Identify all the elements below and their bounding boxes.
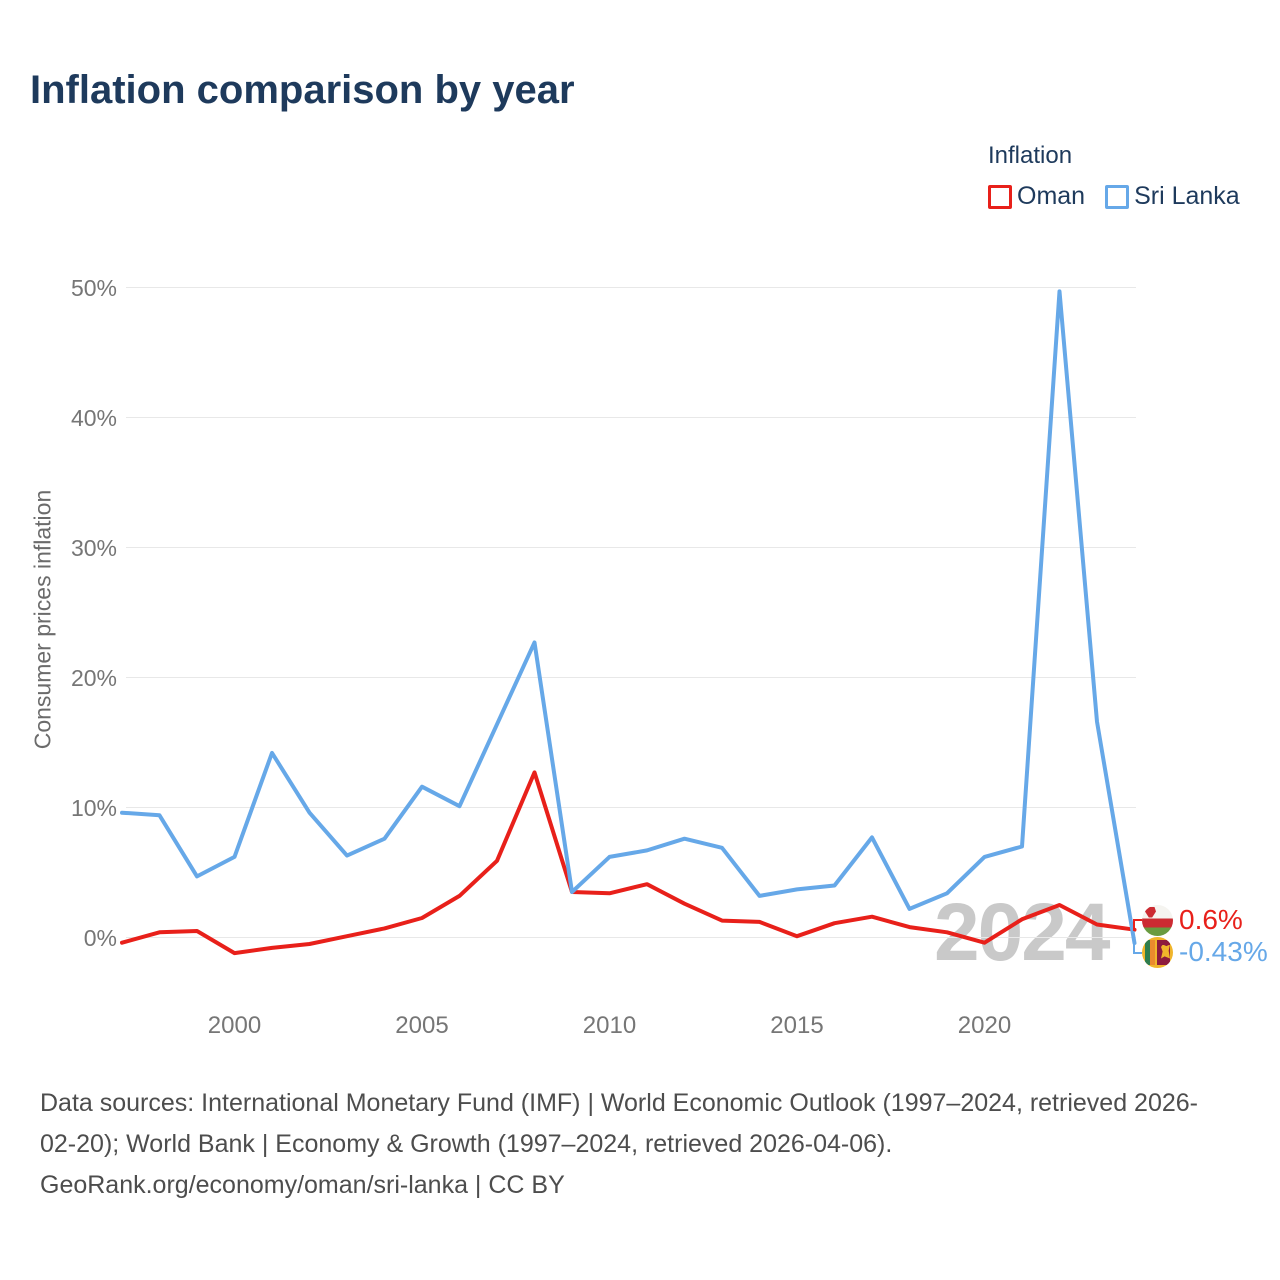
y-gridline xyxy=(126,937,1136,938)
footer-sources-line2: 02-20); World Bank | Economy & Growth (1… xyxy=(40,1130,893,1158)
sri-lanka-end-label: -0.43% xyxy=(1142,936,1268,968)
footer-sources-line1: Data sources: International Monetary Fun… xyxy=(40,1089,1198,1117)
x-tick-label: 2020 xyxy=(957,1012,1012,1039)
y-tick-label: 20% xyxy=(70,664,117,691)
sri-lanka-label-connector xyxy=(1133,943,1142,954)
footer: Data sources: International Monetary Fun… xyxy=(40,1083,1260,1206)
oman-latest-value: 0.6% xyxy=(1179,904,1243,935)
y-gridline xyxy=(126,677,1136,678)
sri-lanka-line xyxy=(120,289,1137,946)
sri-lanka-latest-value: -0.43% xyxy=(1179,936,1268,967)
y-gridline xyxy=(126,287,1136,288)
oman-flag-icon xyxy=(1142,904,1173,936)
y-tick-label: 50% xyxy=(70,274,117,301)
legend-items: Oman Sri Lanka xyxy=(988,182,1240,211)
oman-emblem xyxy=(1145,906,1156,918)
legend-swatch-sri-lanka xyxy=(1105,184,1130,209)
y-tick-label: 10% xyxy=(70,794,117,821)
oman-end-label: 0.6% xyxy=(1142,904,1243,936)
x-tick-label: 2005 xyxy=(395,1012,449,1039)
legend-label-sri-lanka: Sri Lanka xyxy=(1134,182,1240,210)
y-gridline xyxy=(126,547,1136,548)
oman-label-connector xyxy=(1133,919,1142,931)
legend-swatch-oman xyxy=(988,184,1012,209)
y-tick-label: 40% xyxy=(70,404,117,431)
y-tick-label: 0% xyxy=(83,924,117,951)
legend-label-oman: Oman xyxy=(1017,182,1086,210)
y-gridline xyxy=(126,807,1136,808)
x-tick-label: 2000 xyxy=(207,1012,262,1039)
y-gridline xyxy=(126,417,1136,418)
sri-lanka-flag-icon xyxy=(1142,936,1173,968)
legend-item-oman: Oman xyxy=(988,182,1085,211)
legend-title: Inflation xyxy=(988,142,1073,169)
legend: Inflation Oman Sri Lanka xyxy=(988,142,1240,211)
x-tick-label: 2015 xyxy=(770,1012,824,1039)
y-tick-label: 30% xyxy=(70,534,117,561)
watermark-year: 2024 xyxy=(934,887,1110,978)
legend-item-sri-lanka: Sri Lanka xyxy=(1105,182,1240,211)
footer-attribution: GeoRank.org/economy/oman/sri-lanka | CC … xyxy=(40,1171,565,1199)
page-title: Inflation comparison by year xyxy=(30,68,575,112)
x-tick-label: 2010 xyxy=(582,1012,637,1039)
sri-lanka-lion-emblem xyxy=(1161,944,1170,959)
